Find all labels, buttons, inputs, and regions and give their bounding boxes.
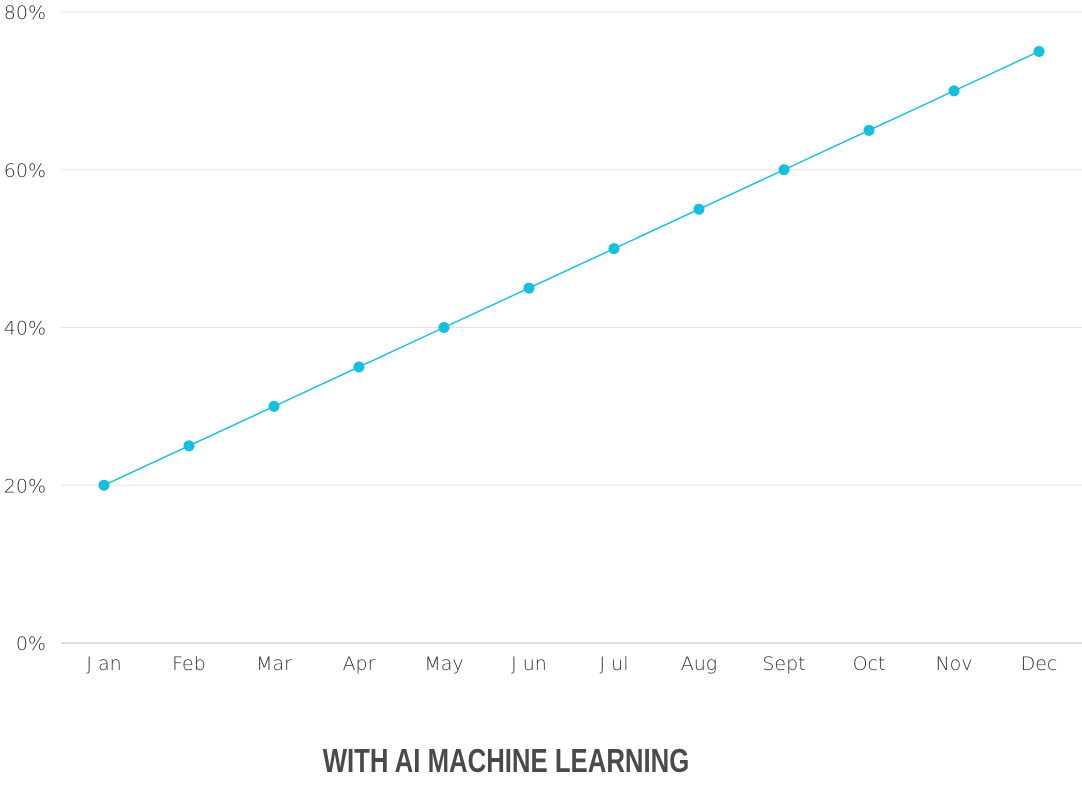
y-tick-label: 60% (4, 160, 46, 182)
y-axis-tick-labels: 0% 20% 40% 60% 80% (4, 2, 46, 655)
x-tick-label: J an (86, 653, 121, 675)
y-tick-label: 20% (4, 475, 46, 497)
x-tick-label: J ul (600, 653, 629, 675)
data-point (353, 361, 365, 373)
x-tick-label: Dec (1021, 653, 1058, 675)
x-tick-label: Sept (762, 653, 805, 675)
x-tick-label: Apr (343, 653, 376, 675)
y-tick-label: 0% (16, 633, 46, 655)
series-line (103, 50, 1040, 486)
data-point (268, 400, 280, 412)
x-tick-label: Feb (172, 653, 206, 675)
data-point (863, 124, 875, 136)
chart-caption: WITH AI MACHINE LEARNING (322, 742, 690, 779)
data-point (1033, 45, 1045, 57)
x-tick-label: Nov (935, 653, 972, 675)
data-point (608, 243, 620, 255)
data-point (98, 479, 110, 491)
data-point (948, 85, 960, 97)
series-group (98, 45, 1045, 491)
x-axis-tick-labels: J an Feb Mar Apr May J un J ul Aug Sept Oct Nov Dec (86, 653, 1057, 675)
data-point (438, 322, 450, 333)
x-tick-label: Mar (256, 653, 292, 675)
x-tick-label: J un (511, 653, 547, 675)
y-tick-label: 80% (4, 2, 46, 24)
data-point (183, 440, 195, 452)
x-tick-label: Aug (681, 653, 717, 675)
data-point (778, 164, 790, 176)
data-point (523, 282, 535, 294)
grid-lines (61, 11, 1082, 644)
x-tick-label: Oct (853, 653, 886, 675)
data-point (693, 203, 705, 215)
y-tick-label: 40% (4, 318, 46, 340)
x-tick-label: May (424, 653, 463, 675)
